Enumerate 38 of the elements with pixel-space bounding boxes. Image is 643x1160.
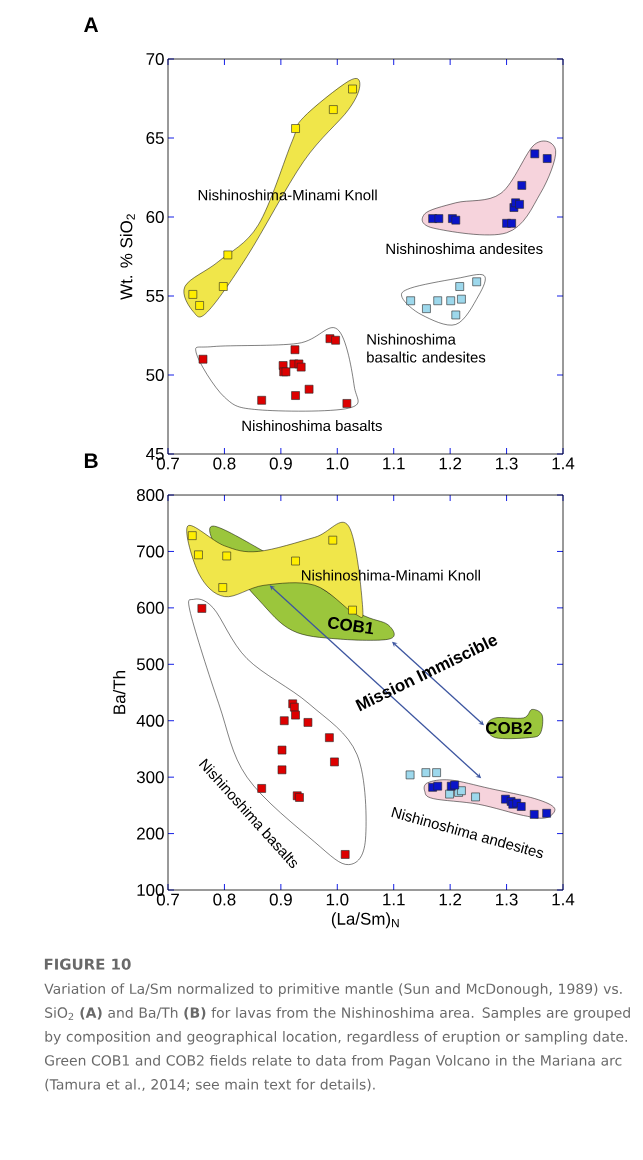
x-tick-label: 1.0 <box>326 457 349 470</box>
x-tick-label: 0.8 <box>213 893 236 906</box>
y-tick-label: 55 <box>146 290 164 302</box>
y-tick-label: 70 <box>146 53 164 65</box>
annotation: COB2 <box>485 722 532 735</box>
series-label: Nishinoshima basalts <box>242 420 382 432</box>
y-tick-label: 200 <box>137 827 164 840</box>
y-tick-label: 700 <box>137 545 164 558</box>
x-tick-label: 0.9 <box>269 893 292 906</box>
series-label: Nishinoshima andesites <box>386 243 543 255</box>
x-tick-label: 0.8 <box>213 457 236 470</box>
x-tick-label: 1.3 <box>496 457 518 470</box>
x-tick-label: 0.9 <box>269 457 292 470</box>
x-axis-title: (La/Sm)$_{N}$ <box>331 912 399 929</box>
chart-title: A <box>84 17 99 32</box>
x-tick-label: 1.1 <box>383 457 405 470</box>
x-tick-label: 1.3 <box>496 893 518 906</box>
x-tick-label: 1.4 <box>552 893 575 906</box>
x-tick-label: 1.2 <box>439 893 462 906</box>
y-tick-label: 300 <box>136 771 164 784</box>
x-tick-label: 1.4 <box>552 457 575 470</box>
y-axis-title: Ba/Th <box>112 671 126 714</box>
y-tick-label: 65 <box>146 132 164 145</box>
x-tick-label: 1.2 <box>439 457 462 470</box>
y-axis-title: Wt. % SiO$_{2}$ <box>119 214 135 300</box>
y-tick-label: 600 <box>137 601 164 614</box>
chart-title: B <box>84 453 98 468</box>
y-tick-label: 60 <box>146 211 164 224</box>
y-tick-label: 50 <box>146 369 164 382</box>
y-tick-label: 800 <box>136 489 164 502</box>
x-tick-label: 1.0 <box>326 893 349 906</box>
y-tick-label: 400 <box>136 714 164 727</box>
caption: FIGURE 10 <box>44 958 131 970</box>
x-tick-label: 1.1 <box>383 893 405 906</box>
annotation: COB1 <box>328 616 374 635</box>
series-label: Nishinoshima basaltic andesites <box>367 333 486 363</box>
y-tick-label: 500 <box>136 658 164 671</box>
text: Variation of La/Sm normalized to primitive mantle (Sun and McDonough, 1989) vs. SiO$_{2}$ (A) and Ba/Th (B) for lavas from the Nishinoshima area. Samples are grouped by composition and geographical location, regardless of eruption or sampling date. Green COB1 and COB2 fields relate to data from Pagan Volcano in the Mariana arc (Tamura et al., 2014; see main text for details). <box>44 983 630 1092</box>
